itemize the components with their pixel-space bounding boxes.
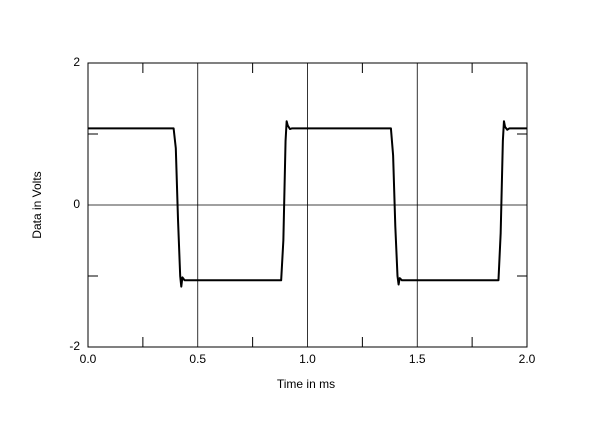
y-tick-label: 2 (73, 55, 80, 69)
data-line (88, 120, 527, 288)
y-axis-label: Data in Volts (30, 171, 44, 238)
x-axis-label: Time in ms (277, 377, 335, 391)
x-tick-label: 0.5 (189, 352, 206, 366)
x-tick-label: 0.0 (80, 352, 97, 366)
x-tick-label: 2.0 (519, 352, 536, 366)
x-tick-label: 1.5 (409, 352, 426, 366)
y-tick-label: 0 (73, 197, 80, 211)
x-tick-label: 1.0 (299, 352, 316, 366)
y-tick-label: -2 (69, 339, 80, 353)
